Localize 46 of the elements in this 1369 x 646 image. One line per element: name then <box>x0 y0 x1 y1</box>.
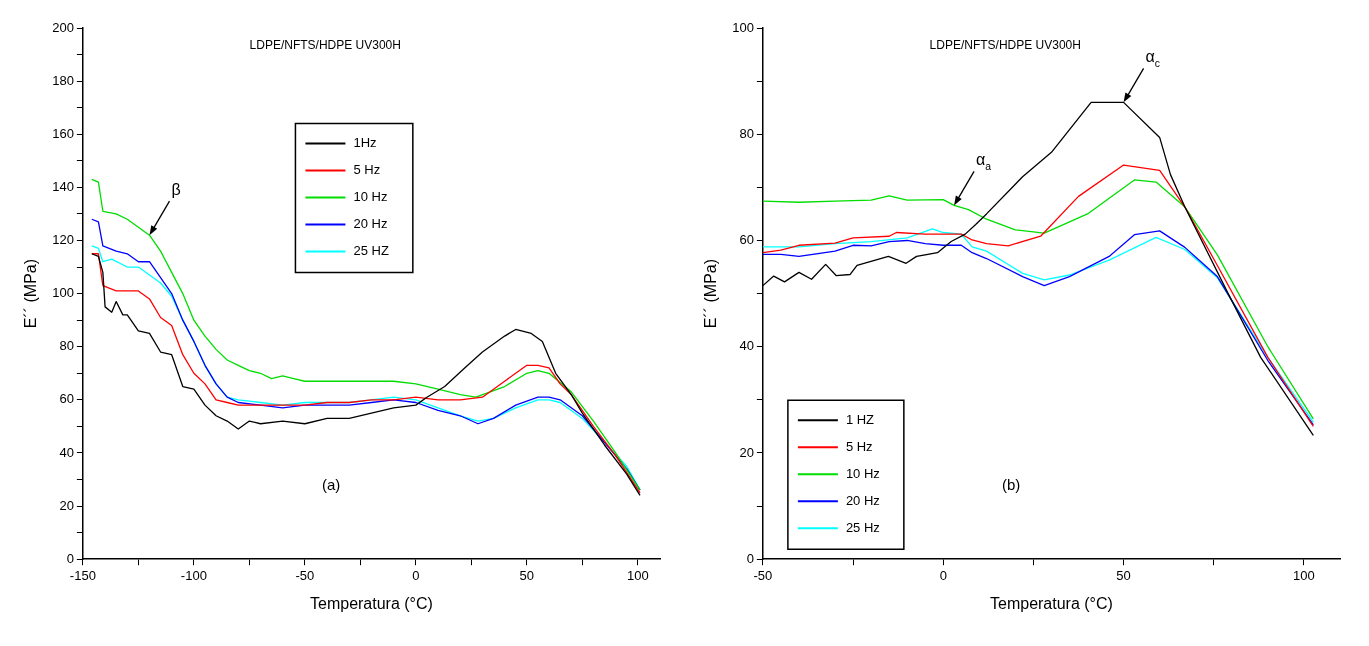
y-tick-label: 160 <box>52 125 74 141</box>
y-tick-label: 60 <box>59 391 74 407</box>
x-tick-label: 0 <box>939 567 947 583</box>
y-tick-label: 140 <box>52 178 74 194</box>
y-tick-label: 20 <box>59 497 74 513</box>
legend-label: 20 Hz <box>353 216 388 232</box>
x-tick-label: 50 <box>519 567 535 583</box>
y-tick-label: 100 <box>52 285 74 301</box>
x-tick-label: -50 <box>753 567 773 583</box>
y-tick-label: 0 <box>746 550 754 566</box>
y-tick-label: 80 <box>59 338 74 354</box>
x-axis-title: Temperatura (°C) <box>990 594 1113 612</box>
legend-label: 1Hz <box>353 135 377 151</box>
x-tick-label: -150 <box>69 567 96 583</box>
y-tick-label: 80 <box>739 125 754 141</box>
legend-label: 10 Hz <box>353 189 388 205</box>
legend-label: 25 Hz <box>845 519 880 535</box>
y-tick-label: 0 <box>66 550 74 566</box>
legend-label: 10 Hz <box>845 465 880 481</box>
y-tick-label: 180 <box>52 72 74 88</box>
y-axis-title: E´´ (MPa) <box>702 258 720 329</box>
annotation: (b) <box>1001 476 1021 494</box>
legend-label: 1 HZ <box>845 411 875 427</box>
y-axis-title: E´´ (MPa) <box>22 258 40 329</box>
x-tick-label: -100 <box>180 567 207 583</box>
y-tick-label: 120 <box>52 232 74 248</box>
x-tick-label: 0 <box>412 567 420 583</box>
legend-label: 5 Hz <box>845 438 873 454</box>
text: LDPE/NFTS/HDPE UV300H <box>249 38 401 53</box>
text: LDPE/NFTS/HDPE UV300H <box>929 38 1081 53</box>
legend-label: 20 Hz <box>845 492 880 508</box>
y-tick-label: 100 <box>732 19 754 35</box>
y-tick-label: 20 <box>739 444 754 460</box>
x-tick-label: 100 <box>1293 567 1315 583</box>
y-tick-label: 60 <box>739 232 754 248</box>
legend-label: 5 Hz <box>353 162 381 178</box>
x-tick-label: 100 <box>626 567 649 583</box>
y-tick-label: 40 <box>59 444 74 460</box>
x-tick-label: 50 <box>1116 567 1131 583</box>
annotation: β <box>171 181 181 199</box>
annotation: (a) <box>321 476 341 494</box>
x-tick-label: -50 <box>295 567 315 583</box>
legend-label: 25 HZ <box>353 243 389 259</box>
y-tick-label: 200 <box>52 19 74 35</box>
x-axis-title: Temperatura (°C) <box>310 594 433 612</box>
y-tick-label: 40 <box>739 338 754 354</box>
